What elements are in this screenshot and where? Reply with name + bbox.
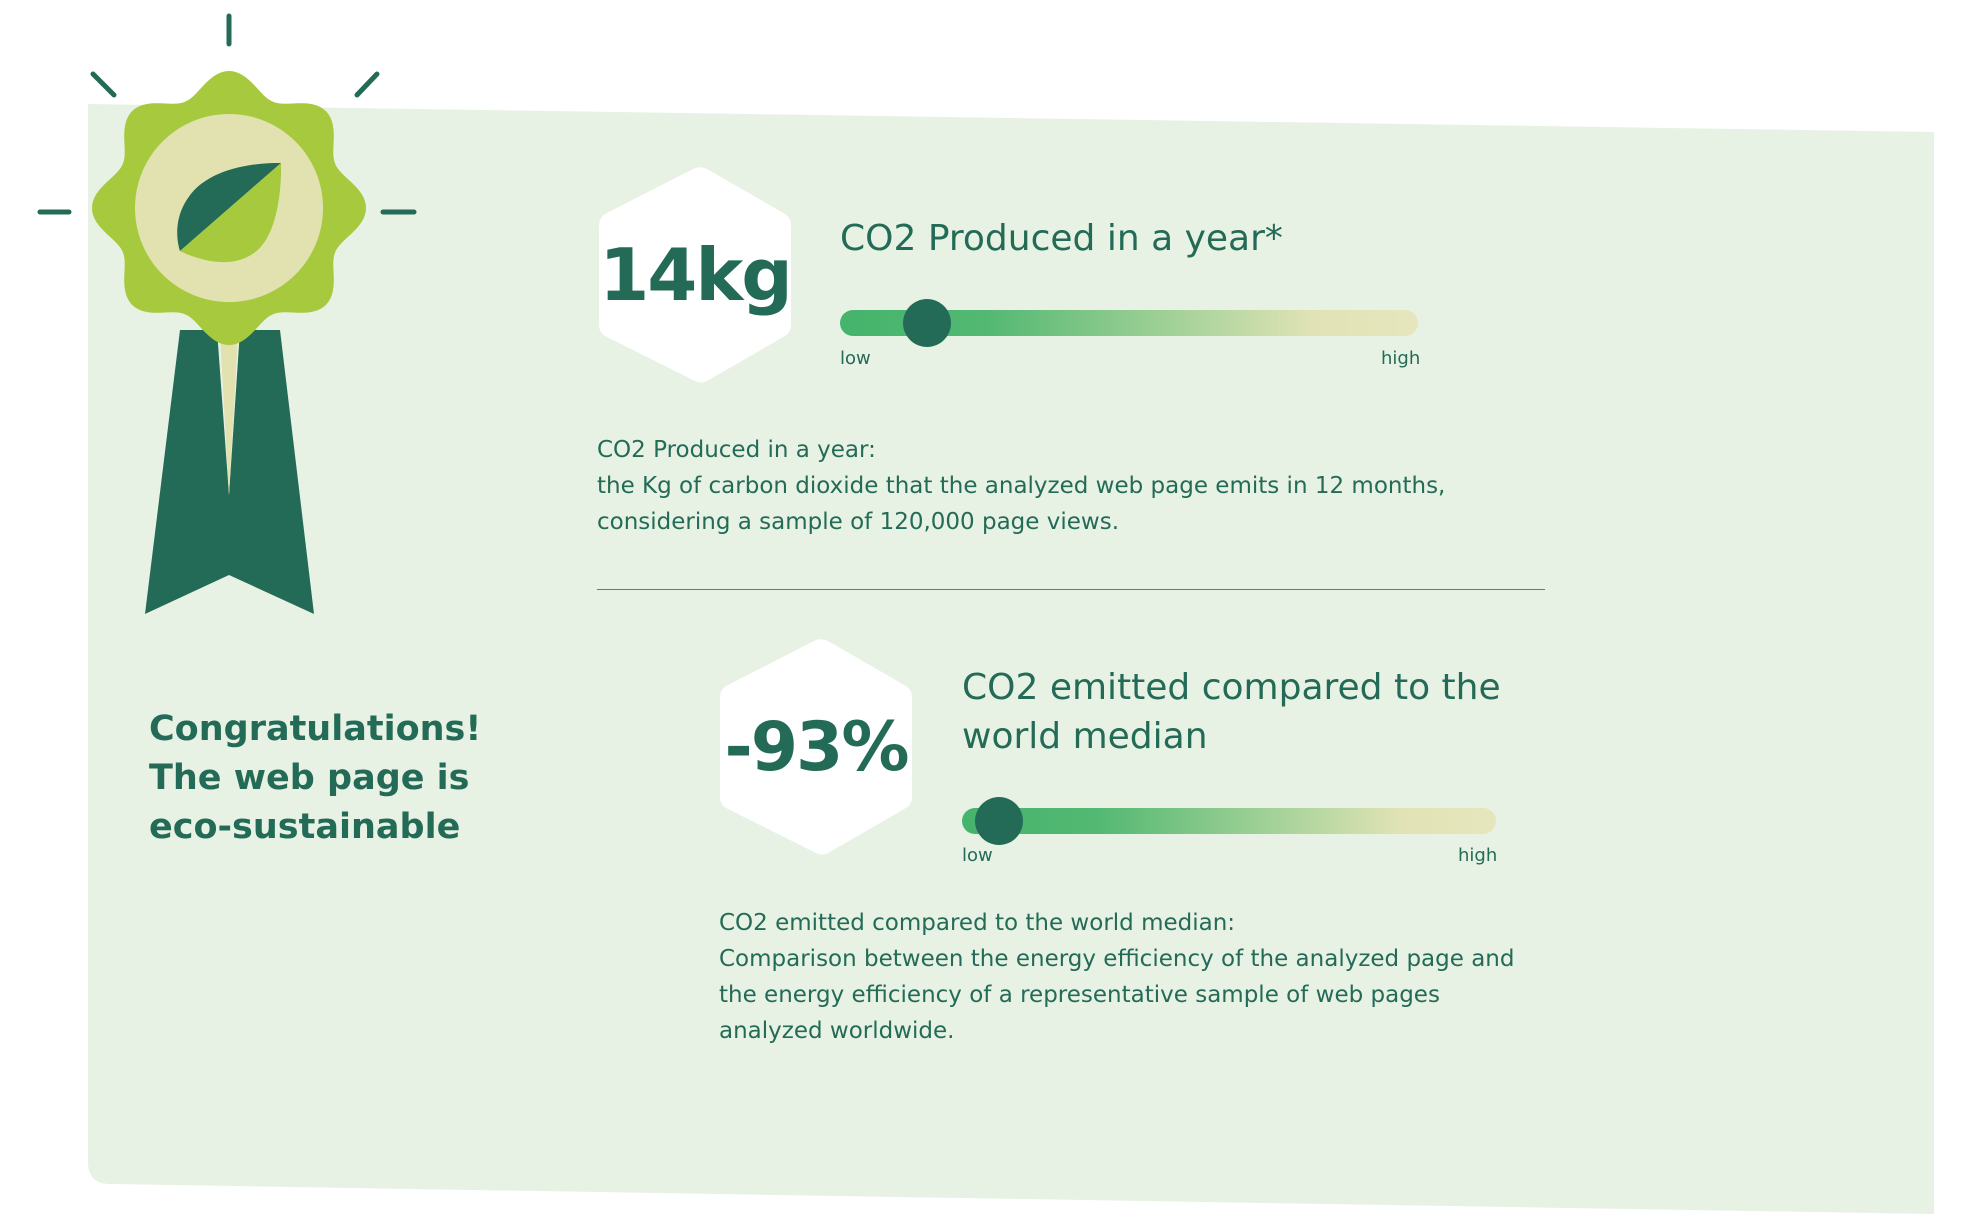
metric-1-description: CO2 Produced in a year: the Kg of carbon… — [597, 432, 1457, 540]
metric-2-value: -93% — [724, 707, 910, 787]
metric-1-title: CO2 Produced in a year* — [840, 218, 1283, 259]
leaf-icon — [177, 162, 282, 263]
ribbon-center — [219, 318, 239, 495]
metric-1-value: 14kg — [599, 233, 793, 317]
metric-1-description-body: the Kg of carbon dioxide that the analyz… — [597, 473, 1446, 535]
award-badge-icon — [37, 13, 417, 614]
metric-1-high-label: high — [1381, 348, 1421, 369]
metric-2-description-heading: CO2 emitted compared to the world median… — [719, 910, 1236, 936]
metric-2-high-label: high — [1458, 845, 1498, 866]
metric-2-low-label: low — [962, 845, 993, 866]
badge-rays — [37, 13, 417, 215]
metric-2-scale — [962, 797, 1496, 845]
ribbon-right — [229, 330, 314, 614]
ribbon-left — [145, 330, 229, 614]
congratulations-message: Congratulations! The web page is eco-sus… — [149, 709, 482, 847]
metric-2-description-body: Comparison between the energy efficiency… — [719, 946, 1515, 1044]
metric-1-description-heading: CO2 Produced in a year: — [597, 437, 876, 463]
metric-1-scale — [840, 299, 1418, 347]
metric-2-description: CO2 emitted compared to the world median… — [719, 905, 1549, 1049]
metric-2-hexagon — [720, 639, 912, 855]
metric-1-scale-marker[interactable] — [902, 299, 951, 347]
section-divider — [597, 589, 1545, 590]
metric-2-scale-marker[interactable] — [975, 797, 1024, 845]
metric-1-low-label: low — [840, 348, 871, 369]
metric-1-hexagon — [599, 167, 791, 383]
metric-2-title: CO2 emitted compared to the world median — [962, 667, 1501, 757]
